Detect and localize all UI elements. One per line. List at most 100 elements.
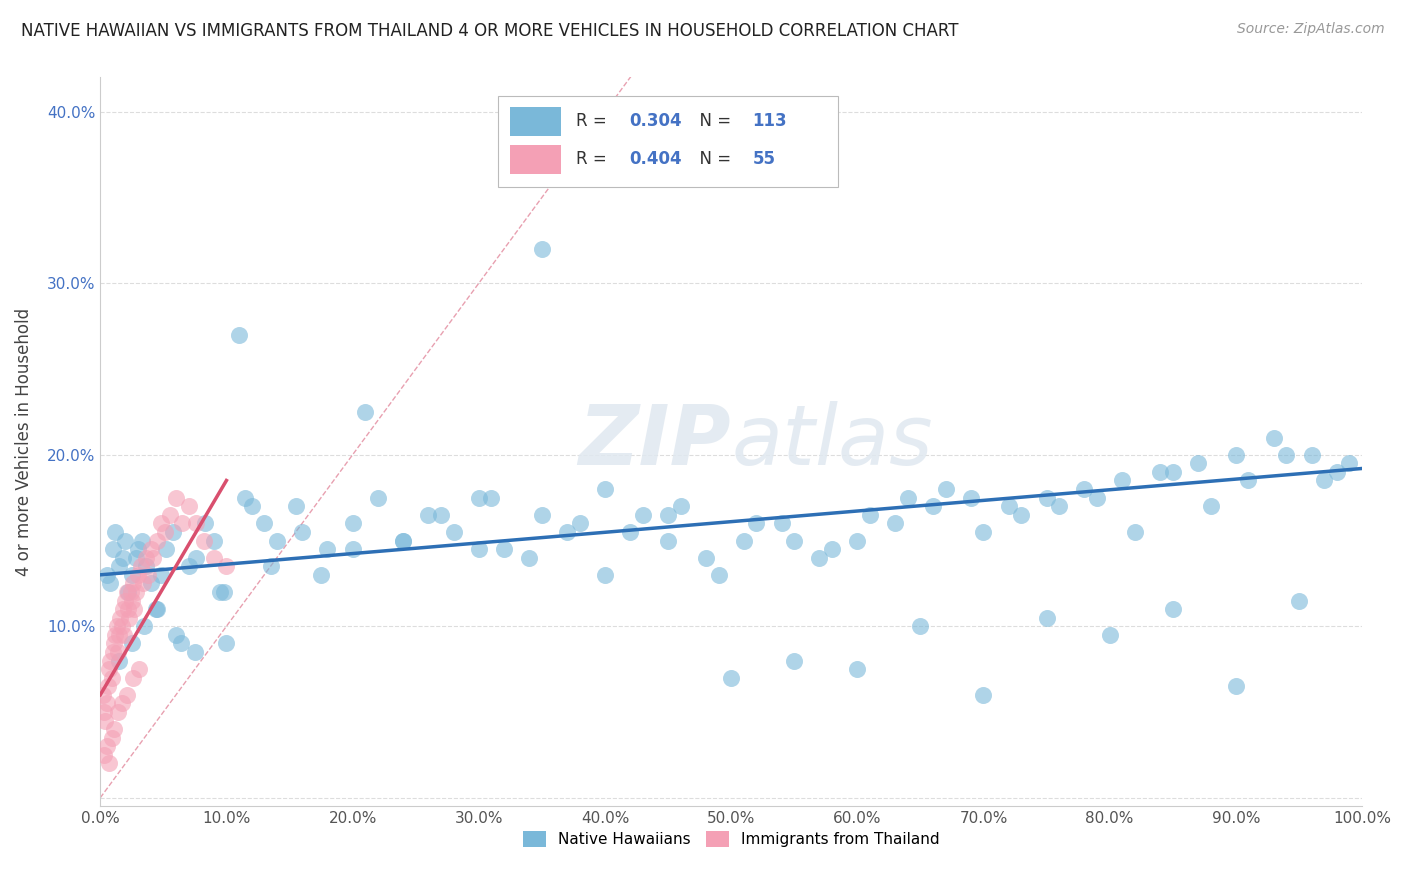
Point (1237, 474, 1260, 488)
Point (1010, 508, 1032, 522)
Point (972, 688, 994, 702)
Point (112, 628, 135, 642)
Point (101, 645, 124, 659)
Point (430, 508, 453, 522)
Point (110, 610, 132, 624)
Point (530, 508, 553, 522)
Point (194, 516, 217, 531)
Point (418, 508, 440, 522)
Point (669, 500, 692, 514)
Point (657, 533, 679, 548)
Point (468, 542, 491, 557)
Point (770, 516, 793, 531)
Point (128, 662, 150, 676)
Point (139, 576, 162, 591)
Point (131, 533, 153, 548)
Point (240, 500, 263, 514)
Text: ZIP: ZIP (578, 401, 731, 483)
Point (859, 508, 882, 522)
Text: 55: 55 (752, 150, 776, 168)
Point (228, 327, 250, 342)
Point (121, 593, 143, 607)
Point (266, 533, 288, 548)
Point (720, 671, 742, 685)
Point (209, 585, 232, 599)
Point (124, 602, 146, 616)
Point (100, 671, 122, 685)
Point (884, 516, 907, 531)
Point (136, 567, 159, 582)
Point (1161, 465, 1184, 479)
Point (392, 533, 415, 548)
Point (177, 559, 200, 574)
Point (97, 679, 120, 693)
Point (1035, 491, 1057, 505)
Text: NATIVE HAWAIIAN VS IMMIGRANTS FROM THAILAND 4 OR MORE VEHICLES IN HOUSEHOLD CORR: NATIVE HAWAIIAN VS IMMIGRANTS FROM THAIL… (21, 22, 959, 40)
Point (783, 654, 806, 668)
Point (910, 619, 932, 633)
Point (98, 576, 121, 591)
Point (104, 628, 127, 642)
FancyBboxPatch shape (510, 145, 561, 174)
Point (212, 585, 235, 599)
Point (193, 533, 215, 548)
Point (593, 567, 616, 582)
Point (530, 242, 553, 256)
Point (291, 524, 314, 539)
FancyBboxPatch shape (498, 95, 838, 186)
Point (98, 756, 121, 771)
Point (1111, 474, 1133, 488)
Point (132, 576, 155, 591)
Point (165, 628, 187, 642)
Point (897, 491, 920, 505)
Point (1225, 679, 1247, 693)
Point (122, 576, 145, 591)
Point (145, 602, 167, 616)
Text: N =: N = (689, 150, 737, 168)
Point (783, 533, 806, 548)
Point (202, 533, 225, 548)
Point (1123, 524, 1146, 539)
Point (555, 524, 578, 539)
Point (149, 516, 172, 531)
Point (146, 602, 169, 616)
Point (392, 533, 415, 548)
Point (94, 714, 117, 728)
Point (121, 636, 143, 650)
Point (309, 567, 332, 582)
Point (922, 500, 945, 514)
Point (186, 516, 208, 531)
Point (159, 508, 181, 522)
Point (960, 491, 983, 505)
Text: atlas: atlas (731, 401, 932, 483)
Point (1288, 593, 1310, 607)
Point (100, 731, 122, 745)
Point (172, 516, 194, 531)
Point (1199, 500, 1222, 514)
Point (631, 508, 654, 522)
Text: R =: R = (576, 150, 612, 168)
Point (127, 567, 149, 582)
Point (115, 688, 138, 702)
Point (107, 645, 129, 659)
Point (153, 524, 176, 539)
Point (997, 500, 1019, 514)
Point (162, 524, 184, 539)
Point (96, 739, 118, 754)
Point (111, 602, 134, 616)
Point (202, 550, 225, 565)
Point (146, 533, 169, 548)
Point (1263, 431, 1285, 445)
Point (657, 508, 679, 522)
Point (468, 491, 491, 505)
Point (177, 500, 200, 514)
Point (114, 533, 136, 548)
Point (96, 567, 118, 582)
Point (707, 567, 730, 582)
Point (127, 542, 149, 557)
Point (1301, 448, 1323, 462)
Point (695, 550, 717, 565)
Point (1339, 456, 1361, 470)
Point (135, 559, 157, 574)
Point (1275, 448, 1298, 462)
